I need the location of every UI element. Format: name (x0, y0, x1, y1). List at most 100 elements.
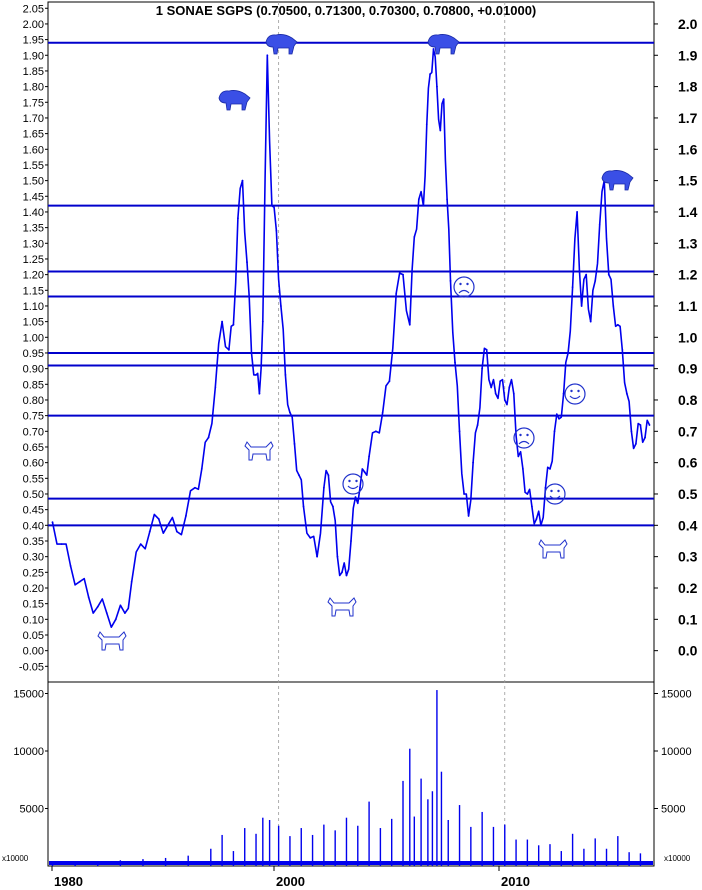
y-tick-label-left: 0.55 (23, 473, 44, 485)
y-tick-label-left: 1.45 (23, 191, 44, 203)
price-point (332, 505, 334, 508)
volume-bar (594, 838, 596, 866)
y-tick-label-left: 0.00 (23, 646, 44, 658)
price-point (368, 455, 370, 458)
price-point (302, 505, 305, 508)
price-point (123, 612, 126, 614)
price-point (612, 305, 615, 307)
price-point (562, 392, 565, 395)
volume-bar (628, 852, 630, 866)
price-point (607, 273, 610, 276)
price-point (549, 468, 551, 470)
price-point (589, 320, 592, 323)
price-point (436, 85, 438, 88)
volume-bar (74, 862, 76, 866)
volume-bar (268, 820, 271, 866)
price-point (309, 536, 312, 539)
y-tick-label-left: 0.85 (23, 379, 44, 391)
price-point (558, 417, 560, 420)
bear-icon (427, 34, 460, 55)
y-tick-label-left: 1.95 (23, 35, 44, 47)
y-tick-label-right: 0.8 (678, 392, 698, 408)
price-point (354, 496, 357, 499)
price-point (616, 323, 619, 326)
volume-bar (639, 853, 642, 866)
price-point (576, 211, 579, 213)
volume-bar (323, 824, 325, 866)
y-tick-label-right: 0.7 (678, 423, 698, 439)
volume-bar (97, 861, 99, 866)
y-tick-label-right: 1.3 (678, 235, 698, 251)
price-point (232, 323, 235, 326)
right-price-axis: 2.0 1.9 1.8 1.7 1.6 1.5 1.4 1.3 1.2 1.1 1.0 0.9 0.8 0… (654, 16, 698, 659)
price-point (467, 515, 470, 517)
price-point (327, 474, 330, 477)
price-point (350, 540, 352, 542)
x-tick-label: 2010 (501, 874, 530, 889)
price-point (639, 424, 642, 426)
price-point (105, 612, 108, 614)
price-point (517, 455, 520, 458)
price-point (621, 348, 624, 351)
volume-bar (221, 834, 223, 866)
price-point (316, 555, 318, 558)
volume-bar (402, 780, 404, 866)
price-point (472, 461, 475, 464)
y-tick-label-right: 0.2 (678, 580, 698, 596)
left-price-axis: 2.05 2.00 1.95 1.90 1.85 1.80 1.75 1.70 1.65 1.60… (19, 3, 48, 673)
price-point (553, 430, 556, 433)
price-point (530, 505, 533, 508)
bear-icon (601, 170, 634, 191)
price-point (200, 468, 203, 470)
price-point (227, 348, 230, 351)
price-point (503, 399, 506, 401)
y-tick-label-left: 0.65 (23, 442, 44, 454)
price-point (594, 279, 597, 282)
price-point (261, 320, 264, 323)
y-tick-label-left: 0.95 (23, 348, 44, 360)
price-point (322, 486, 325, 489)
volume-bars (49, 690, 653, 866)
price-point (635, 442, 637, 445)
price-point (463, 493, 465, 495)
volume-bar (605, 848, 608, 866)
volume-bar (187, 855, 189, 866)
volume-bar (409, 748, 411, 866)
price-point (526, 493, 529, 495)
price-point (139, 543, 142, 546)
y-tick-label-right: 0.4 (678, 517, 698, 533)
price-point (194, 486, 196, 489)
price-point (625, 392, 628, 395)
volume-tick-label-left: 5000 (20, 804, 44, 816)
y-tick-label-right: 1.8 (678, 79, 698, 95)
price-point (381, 411, 384, 414)
x-gridlines (278, 2, 506, 866)
volume-bar (481, 811, 483, 866)
volume-bar (244, 828, 246, 866)
y-tick-label-right: 0.9 (678, 361, 698, 377)
volume-bar (504, 824, 506, 866)
y-tick-label-left: 1.90 (23, 50, 44, 62)
price-point (345, 574, 348, 577)
volume-bar (391, 818, 393, 866)
y-tick-label-left: 0.70 (23, 426, 44, 438)
y-tick-label-left: 0.15 (23, 599, 44, 611)
y-tick-label-left: 0.75 (23, 411, 44, 423)
y-tick-label-right: 1.2 (678, 267, 698, 283)
price-point (535, 518, 538, 520)
price-point (78, 580, 81, 583)
y-tick-label-left: -0.05 (19, 661, 44, 673)
y-tick-label-left: 1.10 (23, 301, 44, 313)
price-point (417, 198, 420, 201)
y-tick-label-right: 1.7 (678, 110, 698, 126)
smiley-icon (342, 473, 364, 495)
price-point (630, 430, 633, 433)
y-tick-label-left: 2.00 (23, 19, 44, 31)
price-point (585, 273, 588, 276)
volume-bar (537, 845, 540, 866)
price-point (96, 605, 99, 608)
price-point (185, 515, 187, 517)
smiley-icon (564, 383, 586, 405)
y-tick-label-right: 1.6 (678, 141, 698, 157)
